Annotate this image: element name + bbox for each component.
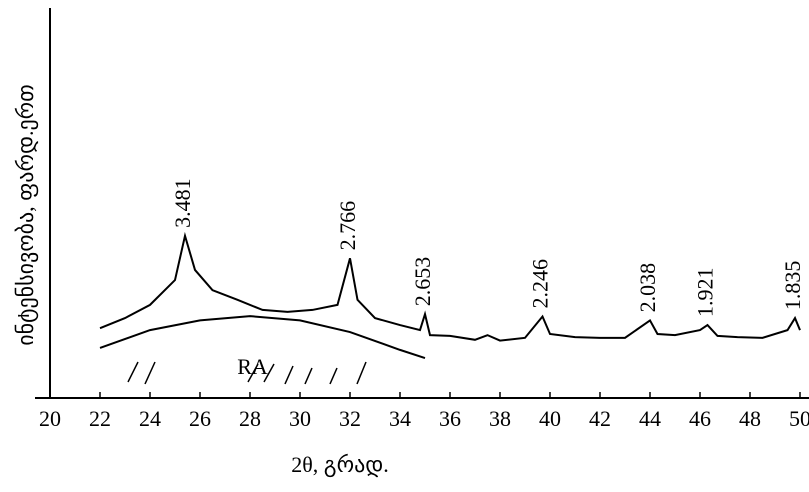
peak-label: 3.481 [170,178,195,228]
data-line [99,315,426,359]
x-tick-label: 34 [389,406,411,431]
x-tick-label: 50 [789,406,809,431]
x-tick-label: 22 [89,406,111,431]
x-tick-label: 20 [39,406,61,431]
y-axis-label: ინტენსივობა, ფარდ.ერთ [13,84,39,346]
x-tick-label: 38 [489,406,511,431]
peak-label: 1.921 [693,268,718,318]
hatching [127,361,367,385]
x-tick-label: 26 [189,406,211,431]
x-tick-label: 44 [639,406,661,431]
x-tick-label: 40 [539,406,561,431]
peak-label: 2.038 [635,263,660,313]
x-tick-label: 24 [139,406,161,431]
peak-label: 2.766 [335,201,360,251]
series-label: RA [237,354,268,379]
x-tick-label: 48 [739,406,761,431]
x-tick-label: 32 [339,406,361,431]
peak-label: 1.835 [780,261,805,311]
x-tick-label: 36 [439,406,461,431]
peak-label: 2.246 [528,259,553,309]
x-tick-label: 46 [689,406,711,431]
x-tick-label: 42 [589,406,611,431]
data-line [99,231,801,342]
x-axis-label: 2θ, გრად. [291,452,389,478]
x-tick-label: 28 [239,406,261,431]
peak-label: 2.653 [410,257,435,307]
x-tick-label: 30 [289,406,311,431]
